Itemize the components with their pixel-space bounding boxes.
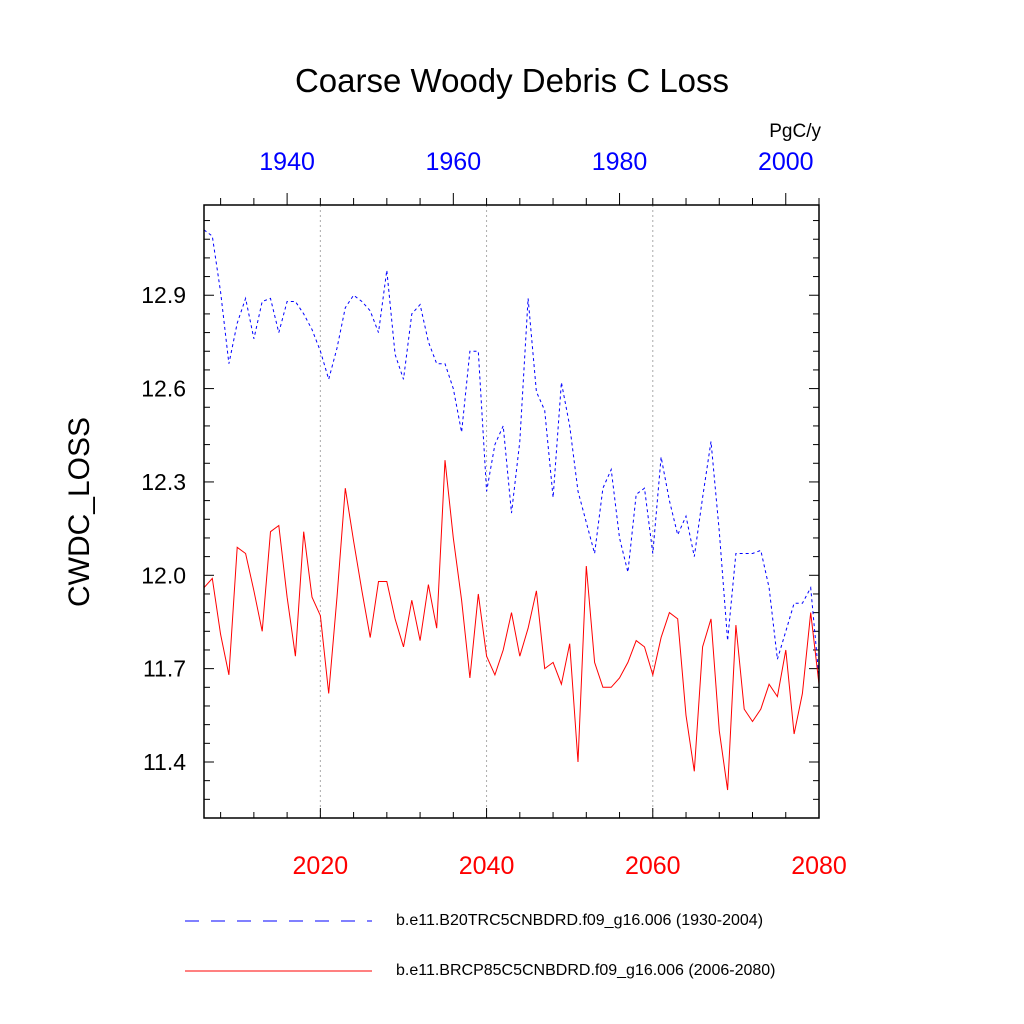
y-tick-label: 11.7	[143, 656, 186, 682]
x-tick-label-top: 1980	[592, 148, 648, 176]
units-label: PgC/y	[769, 121, 821, 142]
series-line-historical	[203, 229, 820, 679]
y-tick-label: 12.6	[141, 376, 186, 402]
y-tick-label: 12.9	[141, 282, 186, 308]
x-tick-label-bottom: 2020	[293, 852, 349, 880]
x-tick-label-bottom: 2040	[459, 852, 515, 880]
x-tick-label-bottom: 2080	[791, 852, 847, 880]
y-tick-label: 12.0	[141, 562, 186, 588]
x-tick-label-bottom: 2060	[625, 852, 681, 880]
legend-label-rcp85: b.e11.BRCP85C5CNBDRD.f09_g16.006 (2006-2…	[396, 962, 776, 979]
x-tick-label-top: 1960	[426, 148, 482, 176]
legend-label-historical: b.e11.B20TRC5CNBDRD.f09_g16.006 (1930-20…	[396, 912, 764, 929]
x-tick-label-top: 2000	[758, 148, 814, 176]
y-tick-label: 11.4	[143, 749, 186, 775]
x-tick-label-top: 1940	[259, 148, 315, 176]
y-tick-label: 12.3	[141, 469, 186, 495]
chart-title: Coarse Woody Debris C Loss	[294, 62, 730, 99]
series-line-rcp85	[203, 460, 820, 791]
plot-frame	[203, 204, 820, 819]
